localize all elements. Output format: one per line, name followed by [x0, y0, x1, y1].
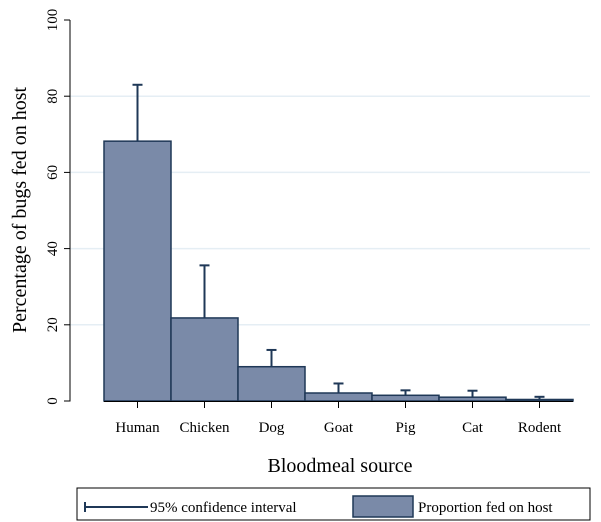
legend: 95% confidence interval Proportion fed o… — [76, 487, 591, 521]
bar-human — [103, 140, 172, 402]
legend-bar-swatch — [352, 495, 414, 518]
x-tick-label: Chicken — [180, 420, 230, 436]
x-tick-label: Human — [115, 420, 160, 436]
y-tick-label: 80 — [45, 89, 61, 104]
x-axis: Human Chicken Dog Goat Pig Cat Rodent — [104, 401, 573, 436]
error-bar-goat — [333, 382, 344, 393]
error-bar-human — [132, 83, 143, 142]
bar-rodent — [505, 398, 574, 402]
x-axis-title: Bloodmeal source — [268, 455, 413, 477]
bar-goat — [304, 392, 373, 402]
legend-ci-marker — [84, 502, 148, 512]
bar-dog — [237, 365, 306, 402]
y-axis: 0 20 40 60 80 100 — [45, 9, 71, 405]
y-tick-label: 100 — [45, 9, 61, 32]
legend-box — [76, 487, 591, 521]
error-bar-rodent — [534, 395, 545, 400]
x-tick-label: Pig — [395, 420, 416, 436]
y-tick-label: 40 — [45, 241, 61, 256]
error-bar-cat — [467, 389, 478, 398]
error-bar-chicken — [199, 264, 210, 318]
error-bar-dog — [266, 348, 277, 367]
error-bar-pig — [400, 389, 411, 396]
bar-pig — [371, 394, 440, 402]
error-bars — [132, 83, 545, 400]
bars — [103, 140, 574, 402]
y-tick-label: 0 — [45, 397, 61, 405]
bar-cat — [438, 396, 507, 402]
bar-chicken — [170, 317, 239, 402]
x-tick-label: Dog — [259, 420, 285, 436]
x-tick-label: Cat — [462, 420, 484, 436]
x-tick-label: Rodent — [518, 420, 562, 436]
x-tick-label: Goat — [324, 420, 354, 436]
y-tick-label: 60 — [45, 165, 61, 180]
legend-ci-label: 95% confidence interval — [150, 500, 297, 516]
y-tick-label: 20 — [45, 317, 61, 332]
legend-bar-label: Proportion fed on host — [418, 500, 553, 516]
y-axis-title: Percentage of bugs fed on host — [9, 87, 31, 333]
